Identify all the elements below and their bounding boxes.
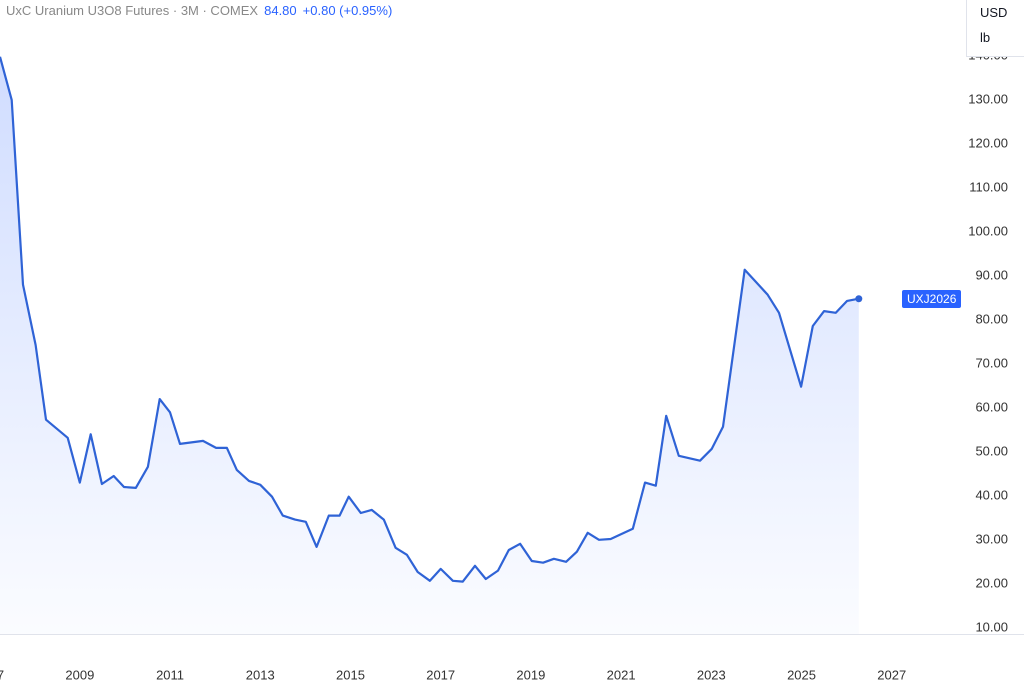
y-tick-label: 90.00: [975, 267, 1008, 282]
x-tick-label: 2027: [877, 667, 906, 682]
y-tick-label: 10.00: [975, 619, 1008, 634]
last-point: [855, 295, 863, 303]
y-tick-label: 70.00: [975, 355, 1008, 370]
x-tick-label: 2011: [156, 667, 184, 682]
y-tick-label: 60.00: [975, 399, 1008, 414]
price-tag: UXJ2026: [902, 290, 962, 308]
header: UxC Uranium U3O8 Futures · 3M · COMEX 84.…: [6, 3, 392, 18]
y-tick-label: 110.00: [969, 179, 1008, 194]
x-tick-label: 2013: [246, 667, 275, 682]
x-tick-label: 2017: [426, 667, 455, 682]
y-tick-label: 20.00: [975, 575, 1008, 590]
x-tick-label: 2023: [697, 667, 726, 682]
x-tick-label: 2025: [787, 667, 816, 682]
y-tick-label: 100.00: [968, 223, 1008, 238]
x-tick-label: 2007: [0, 667, 4, 682]
currency[interactable]: USD: [980, 5, 1008, 20]
x-tick-label: 2015: [336, 667, 365, 682]
y-tick-label: 120.00: [968, 135, 1008, 150]
unit-box[interactable]: USD lb: [966, 0, 1024, 57]
change: +0.80 (+0.95%): [302, 3, 393, 18]
y-tick-label: 130.00: [968, 91, 1008, 106]
line: [0, 56, 860, 583]
title: UxC Uranium U3O8 Futures · 3M · COMEX: [6, 3, 259, 18]
y-tick-label: 50.00: [975, 443, 1008, 458]
x-tick-label: 2021: [607, 667, 636, 682]
y-tick-label: 80.00: [975, 311, 1008, 326]
y-tick-label: 40.00: [975, 487, 1008, 502]
y-tick-label: 30.00: [975, 531, 1008, 546]
price: 84.80: [264, 3, 297, 18]
x-tick-label: 2009: [65, 667, 94, 682]
unit[interactable]: lb: [980, 30, 991, 45]
x-tick-label: 2019: [516, 667, 545, 682]
area: [0, 56, 859, 635]
